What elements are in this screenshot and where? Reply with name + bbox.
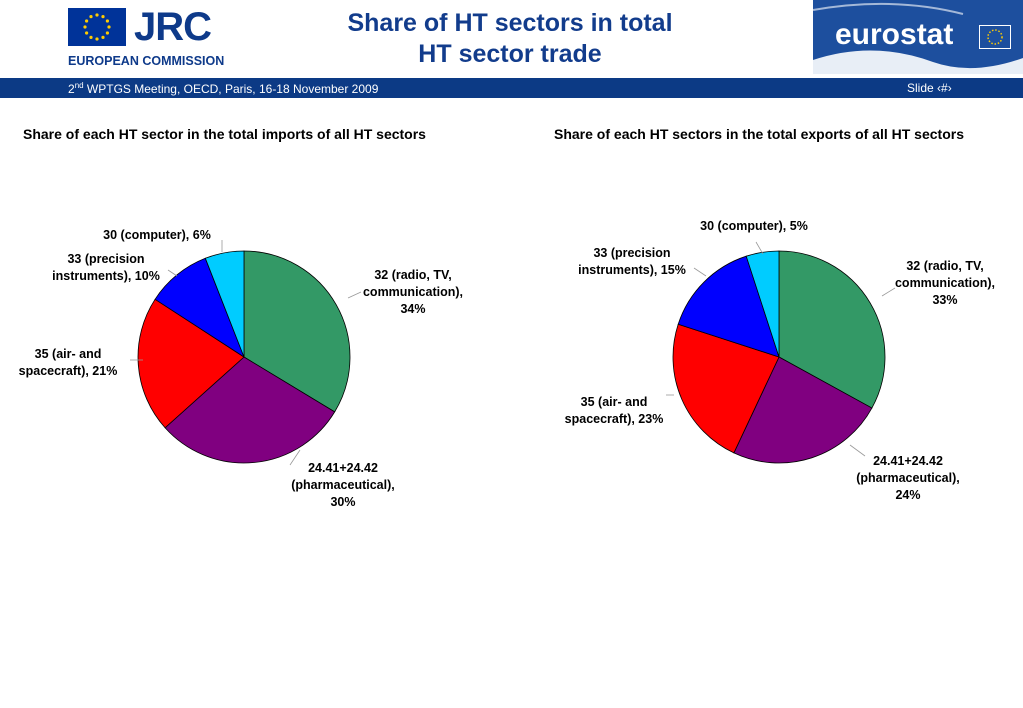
- european-commission-label: EUROPEAN COMMISSION: [68, 54, 225, 68]
- exports-slice-label-4-line-0: 30 (computer), 5%: [700, 219, 808, 233]
- imports-slice-label-2-line-1: spacecraft), 21%: [19, 364, 118, 378]
- slide-header: JRC EUROPEAN COMMISSION Share of HT sect…: [0, 0, 1023, 78]
- imports-slice-label-3-line-1: instruments), 10%: [52, 269, 160, 283]
- exports-chart-title: Share of each HT sectors in the total ex…: [554, 126, 964, 142]
- exports-slice-label-3: 33 (precision instruments), 15%: [578, 246, 686, 277]
- imports-leader-line-0: [347, 291, 362, 299]
- imports-slice-label-4-line-0: 30 (computer), 6%: [103, 228, 211, 242]
- page-title: Share of HT sectors in total HT sector t…: [300, 8, 720, 70]
- title-line-1: Share of HT sectors in total: [347, 9, 673, 37]
- imports-chart-title: Share of each HT sector in the total imp…: [23, 126, 426, 142]
- imports-slice-label-1: 24.41+24.42 (pharmaceutical), 30%: [291, 461, 395, 509]
- exports-slice-label-0-line-2: 33%: [932, 293, 957, 307]
- imports-slice-label-0-line-1: communication),: [363, 285, 463, 299]
- exports-slice-label-2-line-1: spacecraft), 23%: [565, 412, 664, 426]
- exports-pie-slice-3: [677, 255, 780, 358]
- exports-pie-chart: 32 (radio, TV, communication), 33% 24.41+24…: [565, 219, 995, 502]
- exports-leader-line-1: [849, 444, 866, 457]
- eurostat-logo: eurostat: [813, 0, 1023, 74]
- exports-slice-label-4: 30 (computer), 5%: [700, 219, 808, 233]
- meeting-info-bar: 2nd WPTGS Meeting, OECD, Paris, 16-18 No…: [0, 78, 1023, 98]
- exports-leader-line-3: [693, 267, 707, 277]
- exports-pie-slice-0: [778, 250, 886, 409]
- imports-slice-label-2: 35 (air- and spacecraft), 21%: [19, 347, 118, 378]
- meeting-ordinal-suffix: nd: [74, 81, 84, 90]
- eurostat-wordmark: eurostat: [835, 18, 954, 51]
- imports-slice-label-0: 32 (radio, TV, communication), 34%: [363, 268, 463, 316]
- exports-leader-line-0: [881, 287, 896, 297]
- meeting-text: WPTGS Meeting, OECD, Paris, 16-18 Novemb…: [83, 82, 379, 96]
- exports-slice-label-0: 32 (radio, TV, communication), 33%: [895, 259, 995, 307]
- imports-slice-label-2-line-0: 35 (air- and: [35, 347, 102, 361]
- meeting-label: 2nd WPTGS Meeting, OECD, Paris, 16-18 No…: [68, 81, 378, 96]
- eu-flag-icon: [68, 8, 126, 46]
- exports-slice-label-0-line-0: 32 (radio, TV,: [906, 259, 983, 273]
- exports-slice-label-3-line-0: 33 (precision: [593, 246, 670, 260]
- meeting-ordinal: 2: [68, 82, 75, 96]
- imports-slice-label-1-line-1: (pharmaceutical),: [291, 478, 395, 492]
- title-line-2: HT sector trade: [418, 40, 602, 68]
- slide-number: Slide ‹#›: [907, 81, 952, 95]
- imports-slice-label-1-line-0: 24.41+24.42: [308, 461, 378, 475]
- imports-slice-label-4: 30 (computer), 6%: [103, 228, 211, 242]
- eurostat-swoosh-icon: [813, 2, 1023, 74]
- exports-slice-label-1-line-1: (pharmaceutical),: [856, 471, 960, 485]
- exports-pie-slice-1: [733, 356, 873, 464]
- imports-pie-chart: 32 (radio, TV, communication), 34% 24.41+24…: [19, 228, 463, 509]
- exports-leader-line-4: [755, 241, 764, 255]
- imports-pie-slice-4: [204, 250, 245, 358]
- imports-pie-slice-2: [137, 298, 245, 429]
- imports-leader-line-3: [167, 269, 178, 277]
- jrc-acronym: JRC: [134, 5, 212, 49]
- exports-pie-slice-2: [672, 323, 780, 454]
- imports-slice-label-3: 33 (precision instruments), 10%: [52, 252, 160, 283]
- imports-pie-slice-1: [164, 356, 336, 464]
- exports-slice-label-2: 35 (air- and spacecraft), 23%: [565, 395, 664, 426]
- exports-slice-label-0-line-1: communication),: [895, 276, 995, 290]
- exports-slice-label-3-line-1: instruments), 15%: [578, 263, 686, 277]
- imports-slice-label-0-line-0: 32 (radio, TV,: [374, 268, 451, 282]
- exports-slice-label-1-line-2: 24%: [895, 488, 920, 502]
- jrc-logo: JRC EUROPEAN COMMISSION: [68, 5, 224, 70]
- exports-slice-label-2-line-0: 35 (air- and: [581, 395, 648, 409]
- eurostat-eu-flag-icon: [979, 25, 1011, 49]
- exports-slice-label-1-line-0: 24.41+24.42: [873, 454, 943, 468]
- exports-slice-label-1: 24.41+24.42 (pharmaceutical), 24%: [856, 454, 960, 502]
- imports-pie-slice-0: [243, 250, 351, 413]
- imports-slice-label-1-line-2: 30%: [330, 495, 355, 509]
- imports-slice-label-3-line-0: 33 (precision: [67, 252, 144, 266]
- imports-slice-label-0-line-2: 34%: [400, 302, 425, 316]
- imports-leader-line-1: [289, 449, 301, 466]
